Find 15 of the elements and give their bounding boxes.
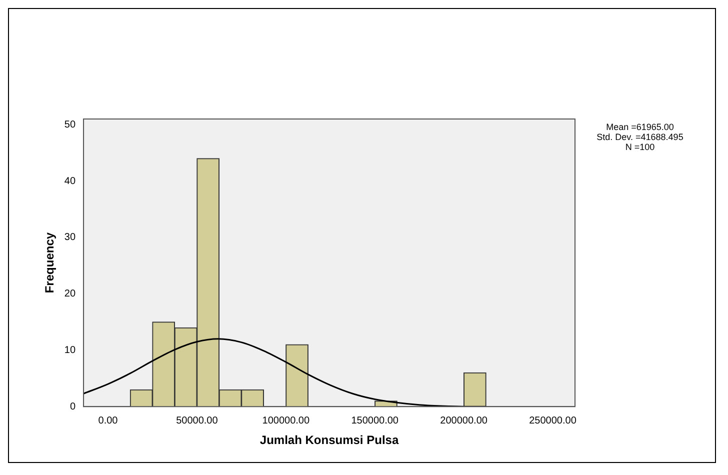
y-tick-label: 0	[70, 401, 76, 412]
x-tick-label: 150000.00	[351, 415, 399, 426]
text: Mean =61965.00 Std. Dev. =41688.495 N =100	[596, 122, 684, 152]
y-tick-label: 10	[64, 344, 76, 356]
y-tick-label: 30	[64, 232, 76, 244]
y-axis-title: Frequency	[42, 232, 57, 294]
x-tick-label: 0.00	[98, 415, 118, 426]
x-tick-label: 250000.00	[529, 415, 577, 426]
x-tick-label: 200000.00	[440, 415, 488, 426]
y-tick-label: 20	[64, 288, 76, 300]
x-tick-label: 50000.00	[176, 415, 218, 426]
x-tick-label: 100000.00	[262, 415, 310, 426]
y-tick-label: 50	[64, 119, 76, 130]
x-axis-title: Jumlah Konsumsi Pulsa	[260, 433, 399, 448]
y-tick-label: 40	[64, 176, 76, 187]
